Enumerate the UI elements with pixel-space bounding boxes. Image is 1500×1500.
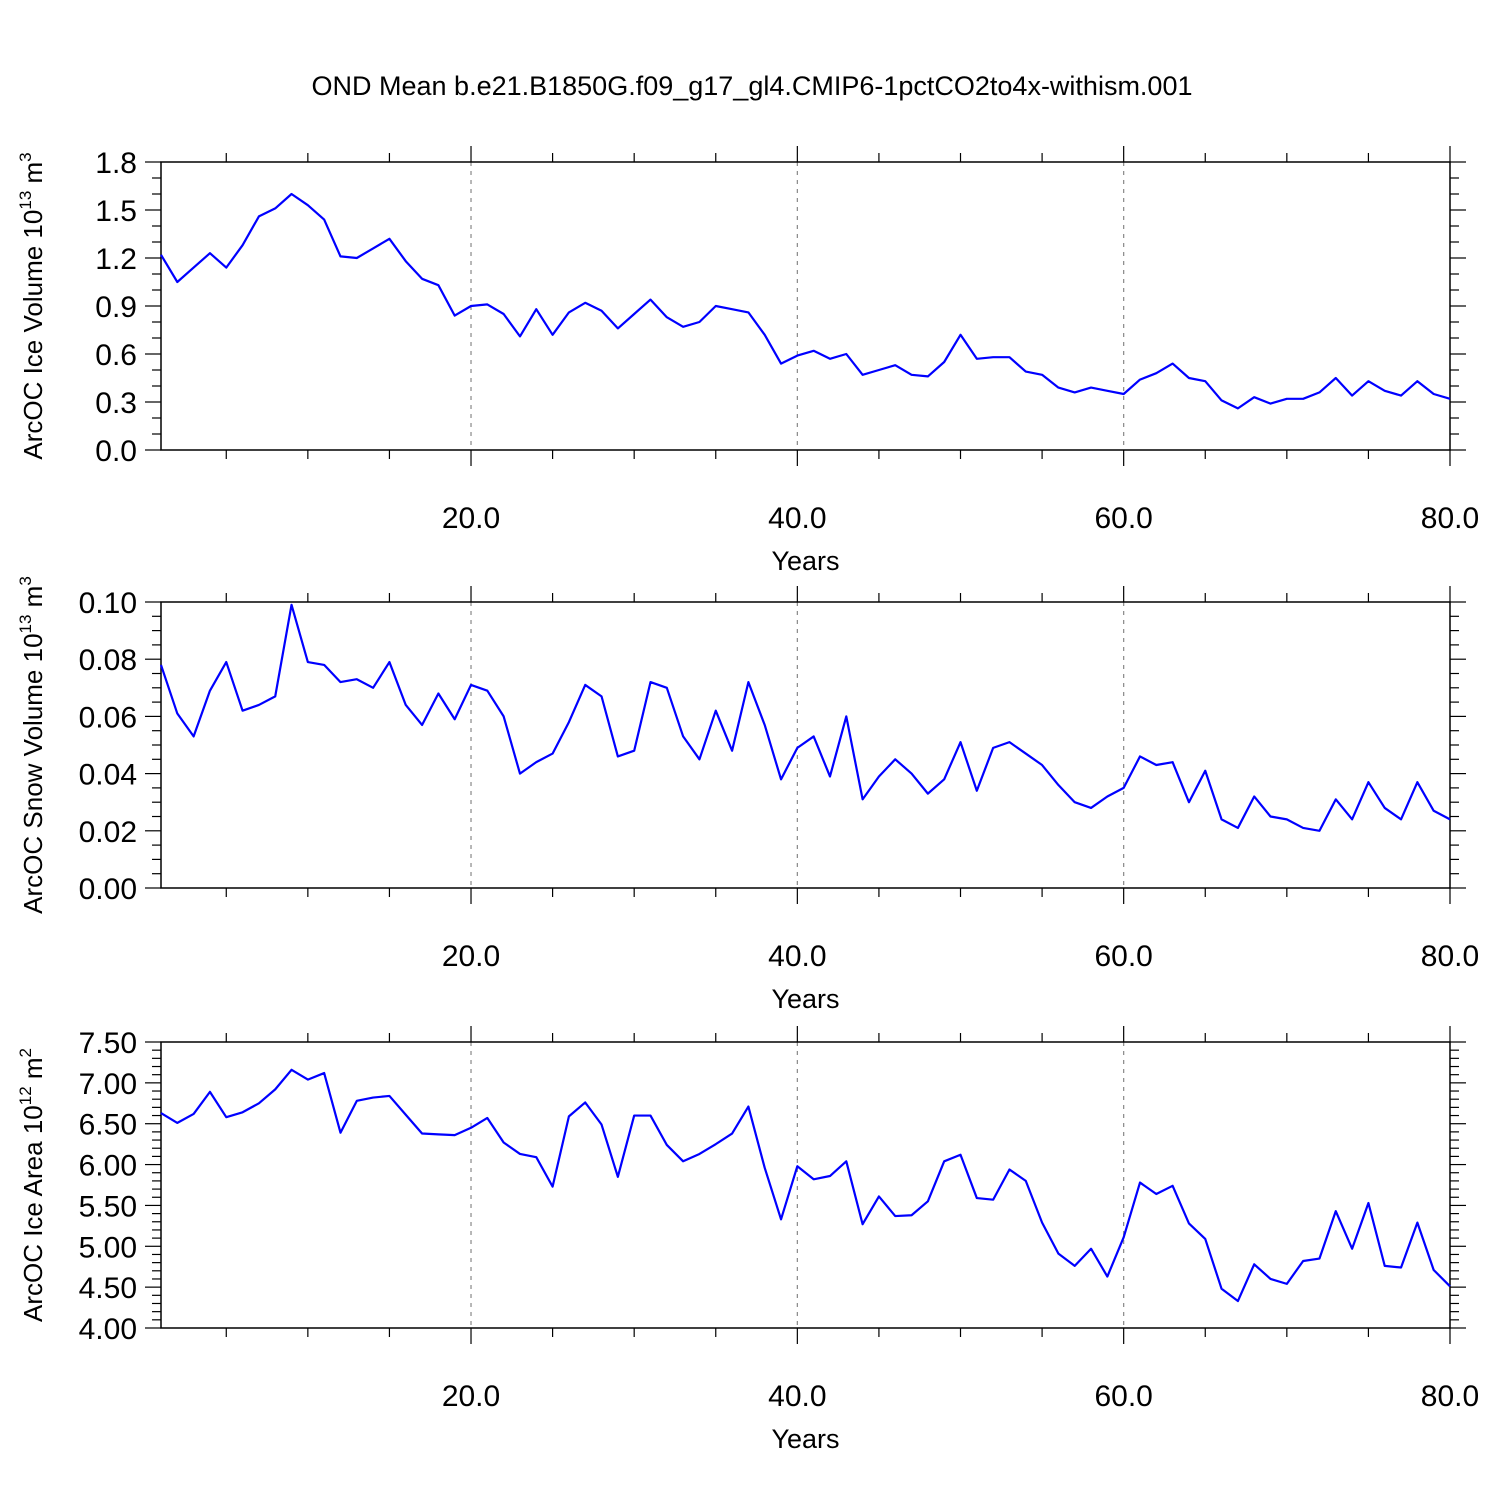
x-tick-label: 40.0 — [768, 940, 826, 973]
x-tick-label: 60.0 — [1094, 1380, 1152, 1413]
panel-1: 0.0 0.3 0.6 0.9 1.2 1.5 1.8 20.0 40.0 60.0 80.0 Yea… — [16, 146, 1479, 576]
plot-frame — [160, 1041, 1451, 1329]
y-tick-label: 0.3 — [95, 387, 137, 420]
y-tick-label: 7.50 — [79, 1027, 137, 1060]
series-line — [160, 192, 1451, 410]
y-tick-label: 7.00 — [79, 1068, 137, 1101]
y-tick-label: 0.10 — [79, 587, 137, 620]
x-tick-label: 80.0 — [1421, 940, 1479, 973]
panel-3: 4.00 4.50 5.00 5.50 6.00 6.50 7.00 7.50 20.0 40.0… — [16, 1026, 1479, 1454]
x-tick-label: 80.0 — [1421, 1380, 1479, 1413]
y-tick-label: 6.00 — [79, 1150, 137, 1183]
x-axis-label: Years — [771, 546, 839, 576]
y-tick-label: 5.00 — [79, 1231, 137, 1264]
y-tick-label: 0.04 — [79, 759, 137, 792]
x-tick-label: 40.0 — [768, 1380, 826, 1413]
y-tick-label: 1.8 — [95, 147, 137, 180]
y-axis-label: ArcOC Snow Volume 1013 m3 — [16, 576, 48, 914]
chart-title: OND Mean b.e21.B1850G.f09_g17_gl4.CMIP6-… — [312, 71, 1193, 101]
y-axis-label: ArcOC Ice Area 1012 m2 — [16, 1048, 48, 1322]
y-tick-label: 0.0 — [95, 435, 137, 468]
y-tick-label: 6.50 — [79, 1109, 137, 1142]
x-tick-label: 20.0 — [442, 502, 500, 535]
x-tick-label: 60.0 — [1094, 940, 1152, 973]
panel-2: 0.00 0.02 0.04 0.06 0.08 0.10 20.0 40.0 60.0 80.0… — [16, 576, 1479, 1014]
x-tick-label: 40.0 — [768, 502, 826, 535]
y-tick-label: 1.2 — [95, 243, 137, 276]
y-tick-label: 1.5 — [95, 195, 137, 228]
y-tick-label: 0.08 — [79, 644, 137, 677]
series-line — [159, 603, 1451, 832]
y-tick-label: 0.06 — [79, 701, 137, 734]
x-tick-label: 20.0 — [442, 940, 500, 973]
x-axis-label: Years — [771, 1424, 839, 1454]
y-tick-label: 0.02 — [79, 816, 137, 849]
y-tick-label: 0.00 — [79, 873, 137, 906]
y-axis-label: ArcOC Ice Volume 1013 m3 — [16, 152, 48, 459]
y-tick-label: 0.9 — [95, 291, 137, 324]
series-line — [160, 1068, 1451, 1303]
x-tick-label: 80.0 — [1421, 502, 1479, 535]
x-tick-label: 20.0 — [442, 1380, 500, 1413]
y-tick-label: 0.6 — [95, 339, 137, 372]
y-tick-label: 5.50 — [79, 1190, 137, 1223]
x-tick-label: 60.0 — [1094, 502, 1152, 535]
y-tick-label: 4.00 — [79, 1313, 137, 1346]
x-axis-label: Years — [771, 984, 839, 1014]
y-tick-label: 4.50 — [79, 1272, 137, 1305]
